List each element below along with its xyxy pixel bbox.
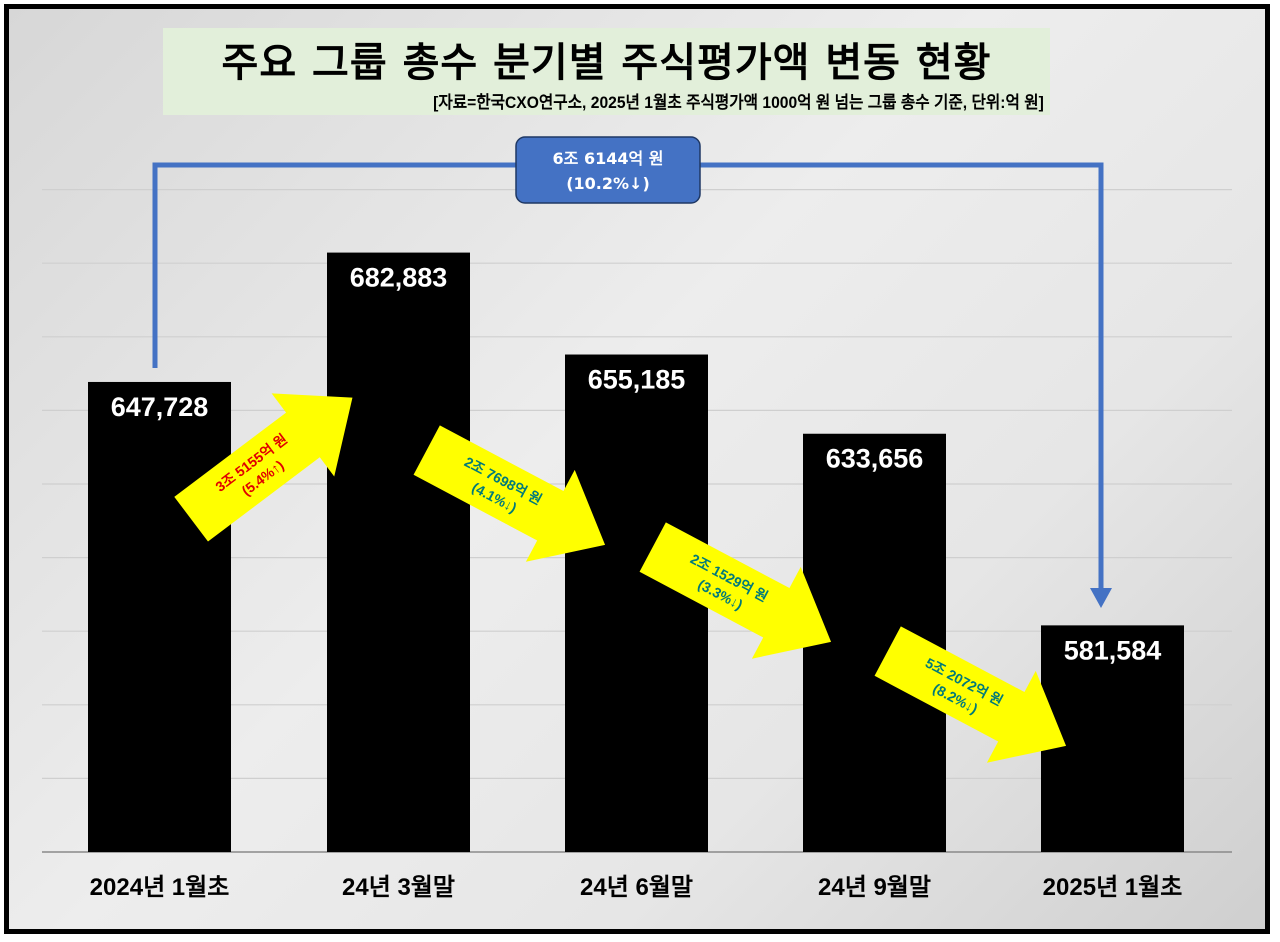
bar [565,354,708,852]
x-axis-label: 24년 6월말 [580,874,693,901]
total-change-amount: 6조 6144억 원 [553,149,664,168]
x-axis-label: 2024년 1월초 [90,874,230,901]
arrow-up-icon [174,393,353,542]
change-arrow: 2조 7698억 원(4.1%↓) [413,425,606,562]
x-axis-label: 24년 3월말 [342,874,455,901]
bar-value-label: 581,584 [1064,635,1162,665]
total-change-callout [515,136,701,204]
bar [1041,625,1184,852]
arrow-down-icon [874,626,1067,763]
bar-value-label: 633,656 [826,444,924,474]
chart-title: 주요 그룹 총수 분기별 주식평가액 변동 현황 [221,40,992,86]
total-change-connector: 6조 6144억 원 (10.2%↓) [152,136,1112,608]
bar [88,381,231,852]
x-axis-label: 24년 9월말 [818,874,931,901]
bar [327,252,470,852]
total-change-percent: (10.2%↓) [566,174,650,193]
chart-subtitle: [자료=한국CXO연구소, 2025년 1월초 주식평가액 1000억 원 넘는… [433,93,1044,112]
change-arrow: 3조 5155억 원(5.4%↑) [174,393,353,542]
bar-value-label: 682,883 [350,263,448,293]
arrow-down-icon [1090,588,1112,608]
arrow-down-icon [639,522,832,659]
change-arrows: 3조 5155억 원(5.4%↑) 2조 7698억 원(4.1%↓)2조 152… [174,393,1067,763]
x-axis-labels: 2024년 1월초 24년 3월말 24년 6월말 24년 9월말 2025년 1월초 [90,874,1183,901]
bar-value-label: 655,185 [588,365,686,395]
bar-value-label: 647,728 [111,392,209,422]
arrow-down-icon [413,425,606,562]
bars: 647,728 682,883 655,185 633,656 581,584 [88,252,1184,852]
title-box: 주요 그룹 총수 분기별 주식평가액 변동 현황 [자료=한국CXO연구소, 2… [163,28,1050,115]
x-axis-label: 2025년 1월초 [1043,874,1183,901]
